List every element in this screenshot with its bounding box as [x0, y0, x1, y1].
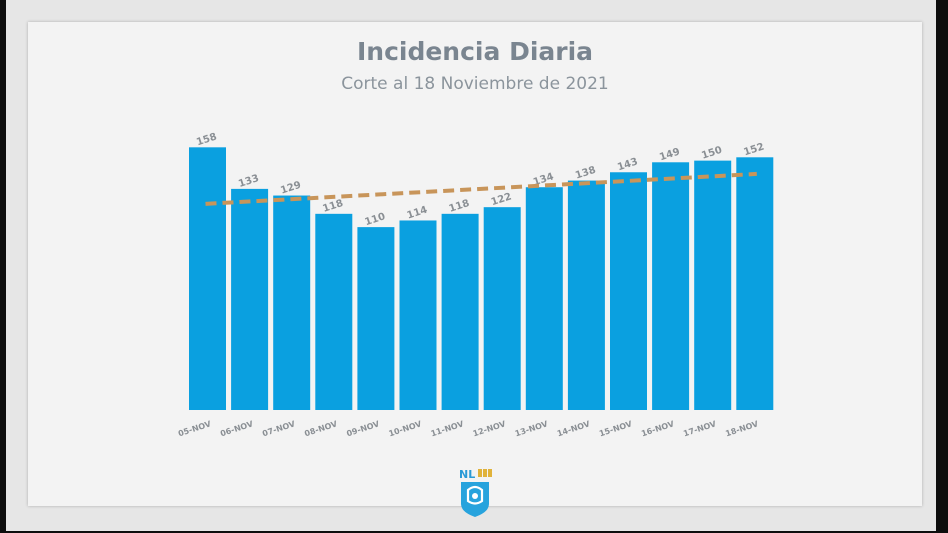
logo-text: NL — [459, 468, 475, 481]
x-tick-label: 13-NOV — [514, 419, 550, 438]
bar-14-nov — [567, 180, 605, 410]
data-label: 143 — [616, 156, 639, 173]
data-label: 118 — [448, 198, 471, 215]
bar-13-nov — [525, 187, 563, 410]
x-tick-label: 08-NOV — [303, 419, 339, 438]
data-label: 129 — [279, 180, 302, 197]
data-label: 110 — [364, 211, 387, 228]
bar-06-nov — [231, 188, 269, 410]
x-tick-label: 16-NOV — [640, 419, 676, 438]
data-label: 152 — [742, 141, 765, 158]
bar-chart: 158 05-NOV 133 06-NOV 129 07-NOV 118 08-NOV 110 0… — [177, 131, 774, 438]
data-label: 133 — [237, 173, 260, 190]
x-tick-label: 07-NOV — [261, 419, 297, 438]
nl-logo-icon: NL — [457, 466, 493, 518]
x-tick-label: 15-NOV — [598, 419, 634, 438]
bar-09-nov — [357, 227, 395, 410]
bar-12-nov — [483, 207, 521, 410]
data-label: 138 — [574, 165, 597, 182]
bar-07-nov — [273, 195, 311, 410]
x-tick-label: 12-NOV — [472, 419, 508, 438]
data-label: 118 — [321, 198, 344, 215]
data-label: 150 — [700, 145, 723, 162]
data-label: 158 — [195, 131, 218, 148]
x-tick-label: 10-NOV — [388, 419, 424, 438]
bar-10-nov — [399, 220, 437, 410]
data-label: 114 — [406, 205, 429, 222]
chart-slide: Incidencia Diaria Corte al 18 Noviembre … — [28, 22, 922, 517]
chart-title: Incidencia Diaria — [356, 37, 594, 66]
x-tick-label: 14-NOV — [556, 419, 592, 438]
bar-17-nov — [694, 160, 732, 410]
x-tick-label: 11-NOV — [430, 419, 466, 438]
bar-05-nov — [189, 147, 226, 410]
x-tick-label: 09-NOV — [345, 419, 381, 438]
bar-11-nov — [441, 213, 479, 410]
data-label: 122 — [490, 191, 513, 208]
data-label: 149 — [658, 146, 681, 163]
x-tick-label: 05-NOV — [177, 419, 213, 438]
trendline — [205, 171, 757, 206]
x-tick-label: 18-NOV — [724, 419, 760, 438]
x-tick-label: 06-NOV — [219, 419, 255, 438]
chart-subtitle: Corte al 18 Noviembre de 2021 — [341, 74, 609, 94]
bar-16-nov — [652, 162, 690, 410]
x-tick-label: 17-NOV — [682, 419, 718, 438]
bar-08-nov — [315, 213, 353, 410]
bar-18-nov — [736, 157, 774, 410]
bar-15-nov — [610, 172, 647, 410]
